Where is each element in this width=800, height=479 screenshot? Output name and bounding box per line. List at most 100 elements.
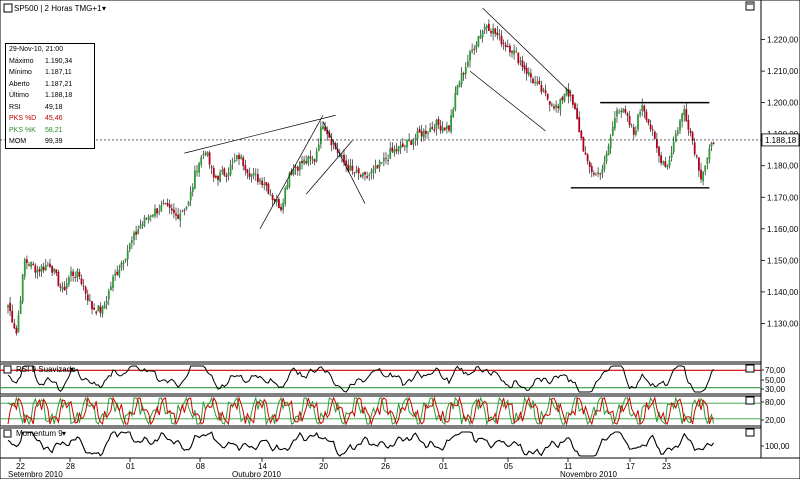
candle-body[interactable] bbox=[532, 78, 534, 84]
candle-body[interactable] bbox=[225, 175, 228, 177]
candle-body[interactable] bbox=[143, 217, 146, 226]
candle-body[interactable] bbox=[259, 179, 261, 182]
candle-body[interactable] bbox=[284, 188, 287, 205]
candle-body[interactable] bbox=[65, 283, 68, 289]
candle-body[interactable] bbox=[479, 35, 482, 39]
candle-body[interactable] bbox=[122, 262, 125, 264]
candle-body[interactable] bbox=[290, 171, 293, 175]
candle-body[interactable] bbox=[362, 172, 364, 177]
candle-body[interactable] bbox=[414, 137, 417, 140]
candle-body[interactable] bbox=[7, 304, 9, 308]
candle-body[interactable] bbox=[231, 162, 234, 164]
candle-body[interactable] bbox=[511, 51, 513, 53]
candle-body[interactable] bbox=[238, 154, 240, 159]
rsi-panel[interactable] bbox=[0, 363, 762, 395]
candle-body[interactable] bbox=[376, 164, 379, 169]
candle-body[interactable] bbox=[425, 130, 427, 134]
candle-body[interactable] bbox=[658, 146, 660, 156]
candle-body[interactable] bbox=[639, 112, 641, 115]
candle-body[interactable] bbox=[521, 60, 524, 68]
candle-body[interactable] bbox=[145, 218, 148, 220]
candle-body[interactable] bbox=[168, 204, 171, 208]
candle-body[interactable] bbox=[504, 44, 507, 48]
candle-body[interactable] bbox=[668, 159, 671, 167]
candle-body[interactable] bbox=[189, 191, 192, 201]
candle-body[interactable] bbox=[494, 28, 497, 34]
candle-body[interactable] bbox=[439, 125, 442, 131]
candle-body[interactable] bbox=[464, 67, 467, 74]
candle-body[interactable] bbox=[523, 65, 526, 70]
candle-body[interactable] bbox=[80, 278, 83, 285]
candle-body[interactable] bbox=[328, 132, 331, 138]
candle-body[interactable] bbox=[110, 286, 112, 291]
candle-body[interactable] bbox=[490, 30, 492, 33]
candle-body[interactable] bbox=[261, 180, 263, 185]
candle-body[interactable] bbox=[357, 168, 360, 174]
candle-body[interactable] bbox=[275, 199, 278, 203]
candle-body[interactable] bbox=[475, 44, 478, 50]
rsi-icon[interactable] bbox=[3, 365, 12, 374]
candle-body[interactable] bbox=[36, 269, 39, 273]
candle-body[interactable] bbox=[387, 159, 389, 161]
candle-body[interactable] bbox=[477, 36, 480, 47]
candle-body[interactable] bbox=[267, 183, 270, 194]
candle-body[interactable] bbox=[343, 154, 345, 163]
candle-body[interactable] bbox=[57, 272, 60, 287]
candle-body[interactable] bbox=[55, 269, 58, 273]
candle-body[interactable] bbox=[385, 158, 387, 160]
candle-body[interactable] bbox=[248, 173, 251, 177]
candle-body[interactable] bbox=[278, 199, 280, 209]
candle-body[interactable] bbox=[217, 175, 219, 181]
candle-body[interactable] bbox=[401, 143, 404, 147]
candle-body[interactable] bbox=[406, 139, 408, 148]
candle-body[interactable] bbox=[632, 127, 635, 135]
candle-body[interactable] bbox=[546, 93, 549, 100]
rsi-maximize-icon[interactable] bbox=[745, 364, 755, 373]
candle-body[interactable] bbox=[656, 139, 658, 149]
candle-body[interactable] bbox=[517, 52, 520, 64]
candle-body[interactable] bbox=[17, 314, 20, 332]
candle-body[interactable] bbox=[345, 160, 347, 166]
candle-body[interactable] bbox=[105, 300, 108, 305]
candle-body[interactable] bbox=[555, 104, 557, 108]
candle-body[interactable] bbox=[540, 84, 543, 93]
candle-body[interactable] bbox=[179, 213, 182, 221]
candle-body[interactable] bbox=[53, 268, 56, 272]
candle-body[interactable] bbox=[141, 224, 144, 227]
candle-body[interactable] bbox=[380, 162, 383, 164]
candle-body[interactable] bbox=[664, 161, 667, 167]
candle-body[interactable] bbox=[223, 168, 226, 176]
candle-body[interactable] bbox=[462, 72, 465, 75]
candle-body[interactable] bbox=[653, 131, 656, 139]
candle-body[interactable] bbox=[78, 271, 81, 277]
candle-body[interactable] bbox=[61, 287, 64, 290]
candle-body[interactable] bbox=[519, 61, 522, 63]
candle-body[interactable] bbox=[95, 311, 98, 314]
candle-body[interactable] bbox=[452, 109, 455, 118]
candle-body[interactable] bbox=[450, 115, 452, 132]
candle-body[interactable] bbox=[509, 45, 511, 53]
candle-body[interactable] bbox=[590, 166, 593, 173]
candle-body[interactable] bbox=[399, 145, 402, 149]
candle-body[interactable] bbox=[215, 176, 217, 178]
candle-body[interactable] bbox=[553, 106, 555, 109]
candle-body[interactable] bbox=[76, 270, 79, 278]
candle-body[interactable] bbox=[191, 187, 194, 192]
candle-body[interactable] bbox=[681, 113, 683, 122]
candle-body[interactable] bbox=[630, 125, 633, 127]
candle-body[interactable] bbox=[175, 213, 177, 216]
candle-body[interactable] bbox=[158, 211, 161, 213]
candle-body[interactable] bbox=[59, 286, 62, 288]
candle-body[interactable] bbox=[700, 169, 702, 180]
candle-body[interactable] bbox=[273, 199, 276, 202]
candle-body[interactable] bbox=[572, 94, 574, 105]
price-panel[interactable] bbox=[0, 0, 762, 363]
momentum-line[interactable] bbox=[7, 431, 715, 457]
candle-body[interactable] bbox=[603, 162, 606, 170]
candle-body[interactable] bbox=[689, 130, 692, 133]
candle-body[interactable] bbox=[181, 211, 184, 213]
candle-body[interactable] bbox=[187, 201, 190, 206]
candle-body[interactable] bbox=[303, 159, 305, 164]
candle-body[interactable] bbox=[219, 172, 221, 182]
